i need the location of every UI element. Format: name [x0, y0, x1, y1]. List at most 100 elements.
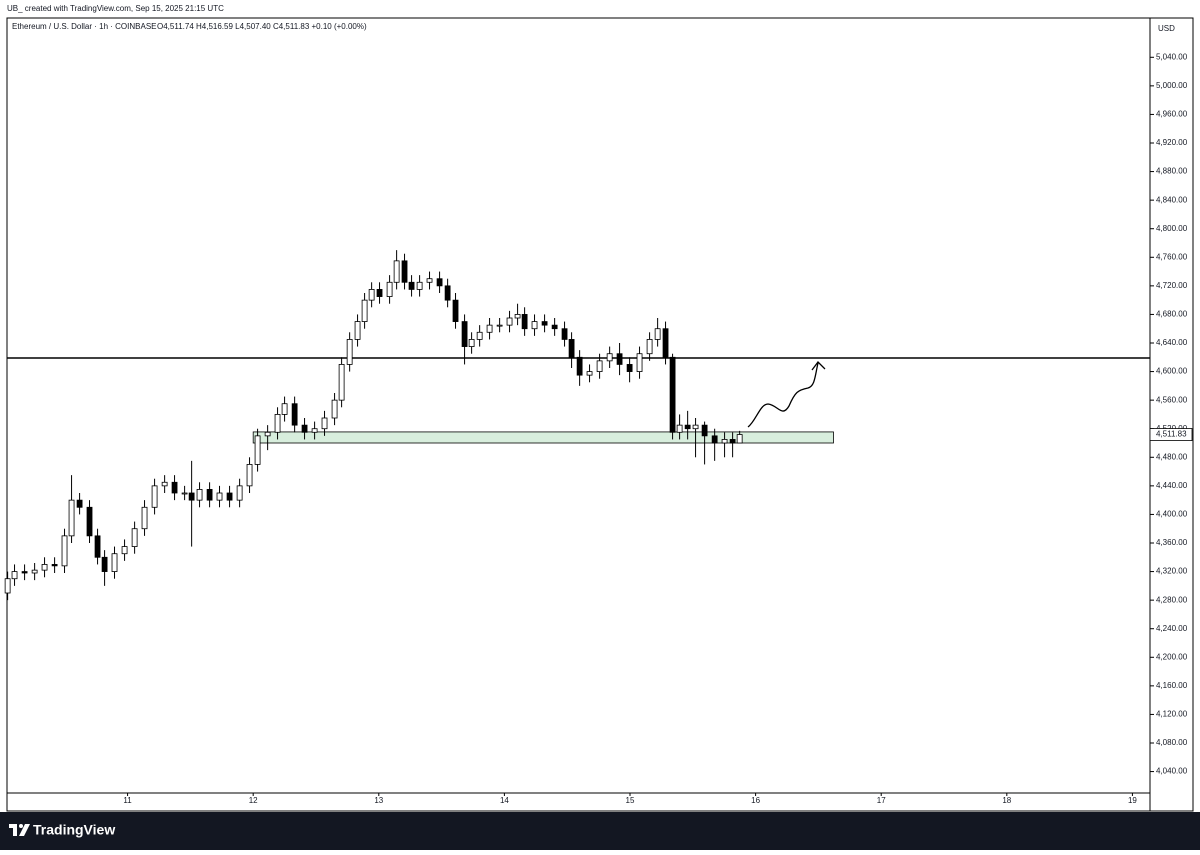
candle-body — [551, 324, 558, 330]
candle-body — [721, 439, 728, 444]
candle-body — [541, 321, 548, 326]
candle-body — [531, 321, 538, 330]
caption: UB_ created with TradingView.com, Sep 15… — [7, 4, 224, 13]
candle-body — [274, 414, 281, 433]
candle-body — [346, 339, 353, 365]
last-price-box — [1149, 428, 1193, 441]
candle-body — [568, 339, 575, 358]
y-tick-label: 4,480.00 — [1156, 452, 1188, 461]
candle-body — [246, 464, 253, 487]
candle-body — [736, 434, 743, 444]
candle-body — [196, 489, 203, 501]
y-tick-label: 4,840.00 — [1156, 195, 1188, 204]
candle-body — [476, 331, 483, 340]
support-zone — [252, 431, 834, 444]
y-tick-label: 5,000.00 — [1156, 81, 1188, 90]
logo-icon — [9, 824, 30, 836]
candle-body — [281, 403, 288, 415]
candle-body — [4, 578, 11, 594]
y-tick-label: 4,640.00 — [1156, 338, 1188, 347]
y-tick-label: 4,760.00 — [1156, 252, 1188, 261]
candle-body — [486, 324, 493, 333]
candle-body — [68, 499, 75, 537]
candle-body — [11, 571, 18, 580]
candle-body — [226, 492, 233, 501]
candle-body — [452, 299, 459, 322]
y-tick-label: 4,040.00 — [1156, 767, 1188, 776]
y-tick-label: 4,720.00 — [1156, 281, 1188, 290]
candle-body — [444, 285, 451, 301]
arrow-head — [811, 361, 826, 371]
candle-body — [31, 569, 38, 574]
candle-body — [636, 353, 643, 372]
candle-body — [236, 485, 243, 501]
footer — [0, 812, 1200, 850]
y-tick-label: 4,240.00 — [1156, 624, 1188, 633]
x-tick-label: 17 — [877, 796, 886, 805]
candle-body — [361, 299, 368, 322]
last-price-label: 4,511.83 — [1156, 430, 1187, 439]
candle-body — [514, 314, 521, 319]
candle-body — [461, 321, 468, 347]
candle-body — [393, 260, 400, 283]
candle-body — [76, 499, 83, 508]
candle-body — [216, 492, 223, 501]
candle-body — [416, 281, 423, 290]
candle-body — [338, 364, 345, 401]
y-tick-label: 4,080.00 — [1156, 738, 1188, 747]
candle-body — [506, 317, 513, 326]
candle-body — [561, 328, 568, 340]
frame — [6, 17, 1194, 812]
candle-body — [684, 424, 691, 430]
x-tick-label: 15 — [626, 796, 635, 805]
candle-body — [729, 439, 736, 444]
x-tick-label: 18 — [1002, 796, 1011, 805]
candle-body — [61, 535, 68, 567]
candle-body — [616, 353, 623, 365]
candle-body — [354, 321, 361, 340]
candle-body — [606, 353, 613, 362]
candle-body — [21, 571, 28, 574]
y-tick-label: 4,800.00 — [1156, 224, 1188, 233]
candle-body — [654, 328, 661, 340]
plot: 4,040.00 4,080.00 4,120.00 4,160.00 4,200.00… — [4, 52, 1188, 805]
arrow — [747, 362, 819, 428]
candle-body — [206, 489, 213, 501]
y-tick-label: 4,200.00 — [1156, 652, 1188, 661]
candle-body — [94, 535, 101, 558]
candle-body — [646, 339, 653, 355]
candle-body — [626, 364, 633, 372]
x-tick-label: 19 — [1128, 796, 1137, 805]
candle-body — [669, 356, 676, 433]
logo-dot — [19, 824, 23, 828]
x-tick-label: 14 — [500, 796, 509, 805]
y-tick-label: 4,400.00 — [1156, 510, 1188, 519]
y-tick-label: 4,120.00 — [1156, 710, 1188, 719]
y-tick-label: 4,960.00 — [1156, 110, 1188, 119]
candle-body — [662, 328, 669, 358]
candle-body — [368, 289, 375, 301]
candle-body — [586, 371, 593, 376]
candle-body — [131, 528, 138, 547]
y-tick-label: 4,920.00 — [1156, 138, 1188, 147]
candle-body — [254, 435, 261, 465]
candle-body — [711, 435, 718, 444]
y-tick-label: 4,160.00 — [1156, 681, 1188, 690]
candle-body — [171, 481, 178, 494]
candle-body — [264, 431, 271, 437]
candle-body — [141, 506, 148, 530]
symbol: Ethereum / U.S. Dollar · 1h · COINBASE — [12, 22, 157, 31]
candle-body — [576, 356, 583, 376]
candle-body — [151, 485, 158, 508]
candle-body — [521, 314, 528, 330]
y-tick-label: 4,440.00 — [1156, 481, 1188, 490]
candle-body — [51, 564, 58, 567]
x-tick-label: 16 — [751, 796, 760, 805]
candle-body — [291, 403, 298, 426]
candle-body — [331, 399, 338, 419]
y-tick-label: 4,680.00 — [1156, 310, 1188, 319]
candle-body — [596, 360, 603, 372]
y-tick-label: 4,360.00 — [1156, 538, 1188, 547]
